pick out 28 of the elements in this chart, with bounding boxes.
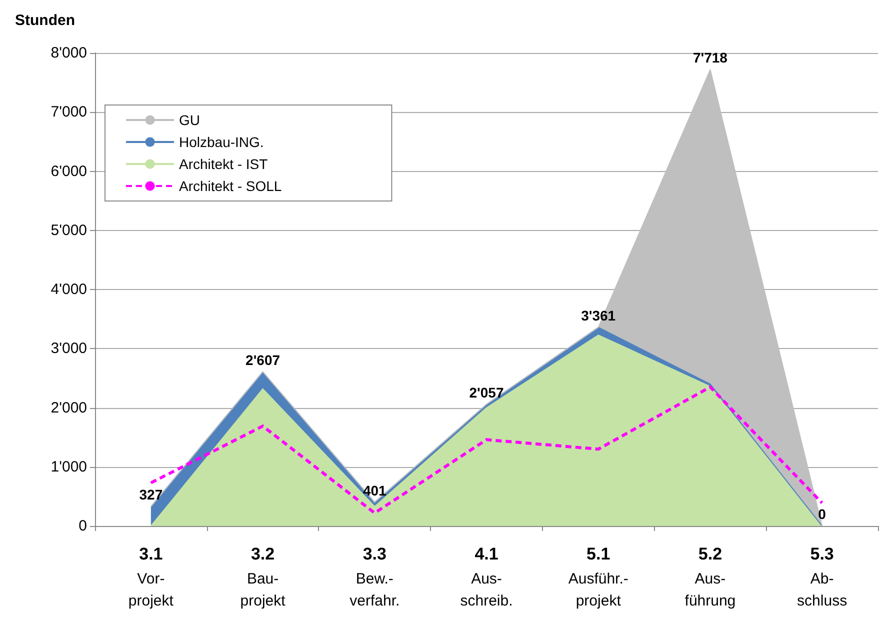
total-label: 327 bbox=[139, 486, 163, 503]
y-tick-label: 5'000 bbox=[50, 222, 87, 239]
y-tick-label: 2'000 bbox=[50, 399, 87, 416]
x-tick-label: 5.1 Ausführ.- projekt bbox=[568, 544, 628, 610]
y-tick-label: 7'000 bbox=[50, 104, 87, 121]
y-tick-label: 1'000 bbox=[50, 458, 87, 476]
y-axis-title: Stunden bbox=[15, 12, 75, 29]
y-tick-label: 0 bbox=[78, 518, 87, 534]
legend-label: Architekt - IST bbox=[179, 156, 268, 172]
y-tick-label: 3'000 bbox=[50, 340, 87, 358]
total-label: 3'361 bbox=[581, 307, 616, 324]
x-tick-label: 3.3 Bew.- verfahr. bbox=[350, 544, 400, 610]
total-label: 2'057 bbox=[469, 384, 504, 400]
total-label: 7'718 bbox=[692, 50, 728, 66]
x-tick-label: 3.2 Bau- projekt bbox=[240, 544, 286, 610]
total-label: 0 bbox=[818, 506, 826, 522]
x-tick-label: 3.1 Vor- projekt bbox=[128, 544, 174, 610]
y-tick-label: 4'000 bbox=[50, 281, 87, 298]
total-label: 401 bbox=[362, 482, 387, 498]
x-tick-label: 5.3 Ab- schluss bbox=[797, 544, 848, 610]
total-label: 2'607 bbox=[246, 352, 280, 368]
legend-label: Architekt - SOLL bbox=[179, 178, 282, 194]
y-tick-label: 8'000 bbox=[50, 44, 87, 62]
legend-label: Holzbau-ING. bbox=[179, 134, 264, 150]
legend-label: GU bbox=[179, 112, 200, 128]
x-tick-label: 5.2 Aus- führung bbox=[684, 544, 736, 610]
x-tick-label: 4.1 Aus- schreib. bbox=[460, 544, 513, 610]
y-tick-label: 6'000 bbox=[50, 162, 87, 180]
